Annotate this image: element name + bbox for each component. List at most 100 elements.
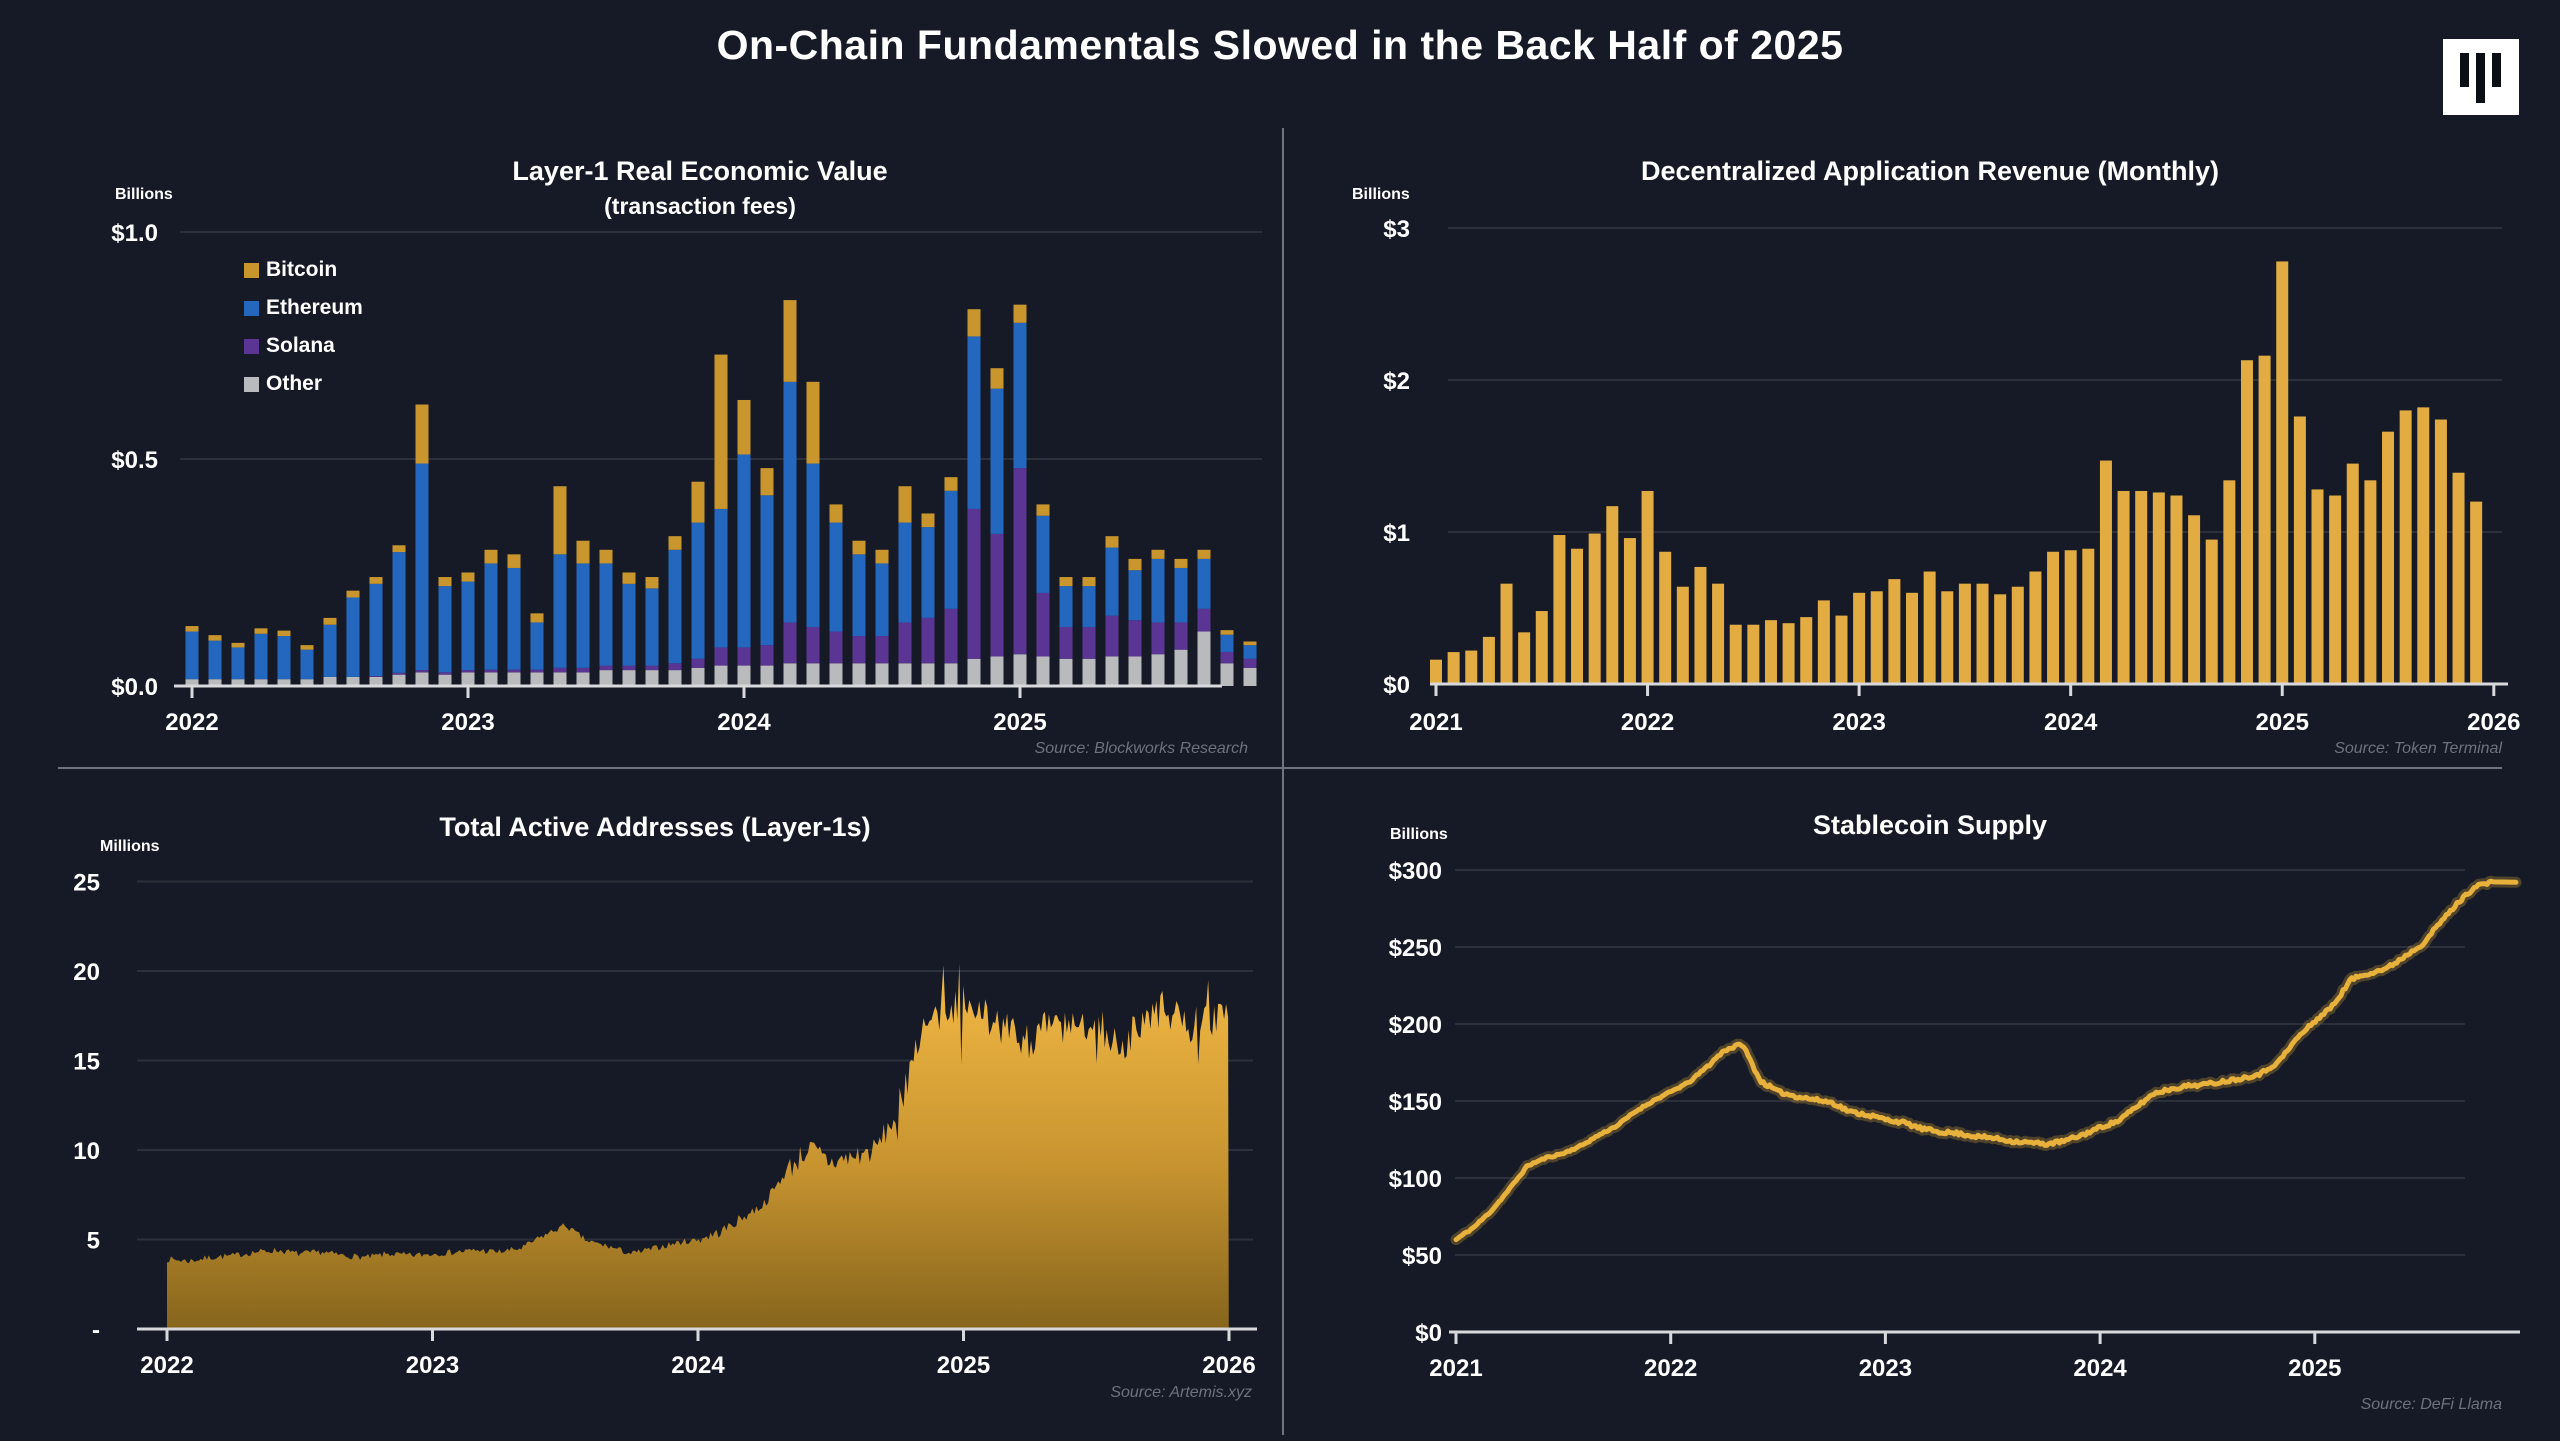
stacked-bar-segment-other	[1174, 649, 1188, 686]
stacked-bar-segment-bitcoin	[668, 536, 682, 550]
stacked-bar-segment-ethereum	[714, 508, 728, 648]
stacked-bar-segment-ethereum	[1128, 570, 1142, 621]
stacked-bar-segment-bitcoin	[484, 549, 498, 564]
stacked-bar-segment-other	[944, 663, 958, 686]
stacked-bar-segment-ethereum	[323, 624, 337, 677]
stacked-bar-segment-bitcoin	[507, 554, 521, 568]
x-tick-label: 2023	[441, 709, 494, 736]
revenue-bar	[2152, 492, 2165, 684]
stacked-bar-segment-solana	[737, 647, 751, 666]
stacked-bar-segment-other	[829, 663, 843, 686]
legend-label: Other	[266, 372, 323, 395]
revenue-bar	[1764, 620, 1777, 684]
legend-swatch-icon	[244, 338, 259, 354]
revenue-bar	[2099, 460, 2112, 684]
stacked-bar-segment-solana	[760, 645, 774, 666]
logo-bar-icon	[2476, 53, 2485, 103]
revenue-bar	[2240, 360, 2253, 684]
x-tick-label: 2022	[1621, 709, 1674, 736]
revenue-bar	[2258, 355, 2271, 684]
revenue-bar	[2329, 495, 2342, 684]
stacked-bar-segment-other	[967, 658, 981, 686]
y-tick-label: $0.0	[111, 674, 158, 701]
stacked-bar-segment-bitcoin	[1059, 577, 1073, 587]
stacked-bar-segment-solana	[507, 669, 521, 673]
revenue-bar	[2047, 551, 2060, 684]
stacked-bar-segment-bitcoin	[875, 549, 889, 564]
unit-label-layer1-rev: Billions	[115, 186, 173, 203]
x-tick-label: 2023	[1859, 1355, 1912, 1382]
stacked-bar-segment-bitcoin	[1174, 558, 1188, 568]
stacked-bar-segment-ethereum	[599, 563, 613, 666]
logo-bar-icon	[2492, 53, 2501, 87]
stacked-bar-segment-ethereum	[760, 495, 774, 646]
revenue-bar	[1800, 617, 1813, 684]
stacked-bar-segment-solana	[1105, 615, 1119, 657]
stacked-bar-segment-solana	[852, 636, 866, 664]
revenue-bar	[2170, 495, 2183, 684]
revenue-bar	[1500, 583, 1513, 684]
stacked-bar-segment-bitcoin	[829, 504, 843, 523]
chart-title-active-addresses: Total Active Addresses (Layer-1s)	[439, 812, 871, 842]
legend-label: Bitcoin	[266, 258, 338, 281]
stacked-bar-segment-ethereum	[875, 563, 889, 637]
stacked-bar-segment-other	[1197, 631, 1211, 686]
revenue-bar	[1571, 548, 1584, 684]
stacked-bar-segment-ethereum	[507, 567, 521, 670]
stacked-bar-segment-bitcoin	[1197, 549, 1211, 559]
x-tick-label: 2023	[406, 1352, 459, 1379]
revenue-bar	[2205, 539, 2218, 684]
stacked-bar-segment-bitcoin	[461, 572, 475, 582]
stacked-bar-segment-ethereum	[185, 631, 199, 680]
stacked-bar-segment-ethereum	[921, 527, 935, 618]
revenue-bar	[2223, 480, 2236, 684]
x-tick-label: 2024	[2044, 709, 2098, 736]
revenue-bar	[2382, 431, 2395, 684]
stacked-bar-segment-ethereum	[1174, 567, 1188, 623]
stacked-bar-segment-ethereum	[898, 522, 912, 623]
stacked-bar-segment-other	[1243, 667, 1257, 686]
revenue-bar	[1694, 566, 1707, 684]
stacked-bar-segment-other	[369, 676, 383, 686]
stacked-bar-segment-solana	[576, 667, 590, 673]
page-title: On-Chain Fundamentals Slowed in the Back…	[716, 22, 1844, 68]
revenue-bar	[1676, 586, 1689, 684]
stacked-bar-segment-bitcoin	[530, 613, 544, 623]
stacked-bar-segment-other	[346, 676, 360, 686]
revenue-bar	[1817, 600, 1830, 684]
revenue-bar	[1482, 636, 1495, 684]
stacked-bar-segment-bitcoin	[783, 300, 797, 382]
stacked-bar-segment-ethereum	[208, 640, 222, 680]
stacked-bar-segment-bitcoin	[277, 630, 291, 637]
y-tick-label: $0	[1383, 672, 1410, 699]
stacked-bar-segment-ethereum	[1059, 586, 1073, 627]
stacked-bar-segment-ethereum	[967, 336, 981, 509]
stacked-bar-segment-solana	[944, 608, 958, 664]
stacked-bar-segment-bitcoin	[599, 549, 613, 564]
y-tick-label: 20	[73, 959, 100, 986]
stacked-bar-segment-other	[1220, 663, 1234, 686]
chart-subtitle-layer1-rev: (transaction fees)	[604, 193, 796, 219]
x-tick-label: 2021	[1429, 1355, 1482, 1382]
y-tick-label: $0.5	[111, 447, 158, 474]
stacked-bar-segment-other	[277, 679, 291, 686]
x-tick-label: 2025	[2288, 1355, 2341, 1382]
revenue-bar	[1659, 551, 1672, 684]
stacked-bar-segment-bitcoin	[1128, 558, 1142, 571]
chart-title-stablecoin-supply: Stablecoin Supply	[1812, 810, 2048, 840]
stacked-bar-segment-solana	[1243, 658, 1257, 668]
revenue-bar	[2417, 407, 2430, 684]
y-tick-label: $3	[1383, 216, 1410, 243]
stacked-bar-segment-ethereum	[668, 549, 682, 664]
stacked-bar-segment-solana	[1082, 626, 1096, 659]
stacked-bar-segment-ethereum	[1105, 547, 1119, 616]
stacked-bar-segment-solana	[714, 647, 728, 666]
legend-label: Ethereum	[266, 296, 363, 319]
stacked-bar-segment-other	[806, 663, 820, 686]
stacked-bar-segment-solana	[875, 636, 889, 664]
stacked-bar-segment-bitcoin	[415, 404, 429, 464]
stacked-bar-segment-other	[852, 663, 866, 686]
revenue-bar	[1994, 594, 2007, 684]
stacked-bar-segment-ethereum	[254, 633, 268, 680]
y-tick-label: $300	[1389, 858, 1442, 885]
